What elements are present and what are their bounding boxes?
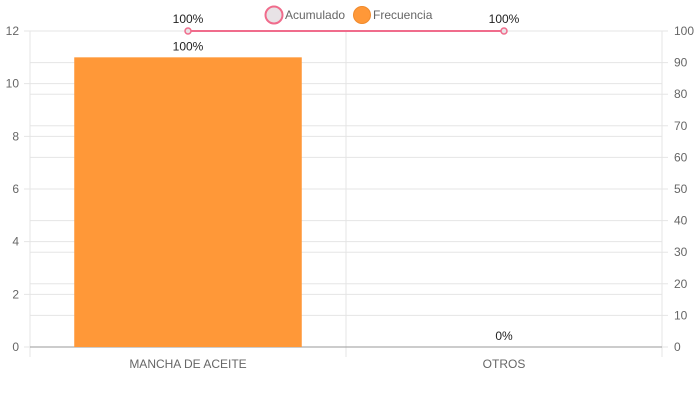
y-left-tick-label: 6	[12, 182, 19, 196]
y-right-tick-label: 90	[674, 56, 688, 70]
y-right-tick-label: 80	[674, 87, 688, 101]
x-tick-label: MANCHA DE ACEITE	[129, 357, 246, 371]
y-right-tick-label: 60	[674, 150, 688, 164]
y-left-tick-label: 12	[6, 24, 20, 38]
legend-frecuencia-marker	[353, 6, 371, 24]
y-left-tick-label: 2	[12, 287, 19, 301]
y-left-tick-label: 4	[12, 235, 19, 249]
cumulative-point-1	[184, 27, 192, 35]
legend-acumulado-label: Acumulado	[285, 8, 345, 22]
y-right-tick-label: 100	[674, 24, 694, 38]
x-tick-label: OTROS	[483, 357, 526, 371]
y-right-tick-label: 70	[674, 119, 688, 133]
bar-data-label: 100%	[173, 39, 204, 53]
y-right-tick-label: 50	[674, 182, 688, 196]
bar-1	[74, 57, 302, 347]
line-data-label: 100%	[173, 12, 204, 26]
y-left-tick-label: 0	[12, 340, 19, 354]
y-right-tick-label: 40	[674, 214, 688, 228]
y-left-tick-label: 8	[12, 129, 19, 143]
legend-acumulado-marker	[264, 5, 284, 25]
y-left-tick-label: 10	[6, 77, 20, 91]
y-right-tick-label: 10	[674, 308, 688, 322]
line-data-label: 100%	[489, 12, 520, 26]
y-right-tick-label: 0	[674, 340, 681, 354]
y-right-tick-label: 30	[674, 245, 688, 259]
y-right-tick-label: 20	[674, 277, 688, 291]
bar-data-label: 0%	[495, 329, 513, 343]
cumulative-point-2	[500, 27, 508, 35]
legend-frecuencia-label: Frecuencia	[373, 8, 433, 22]
